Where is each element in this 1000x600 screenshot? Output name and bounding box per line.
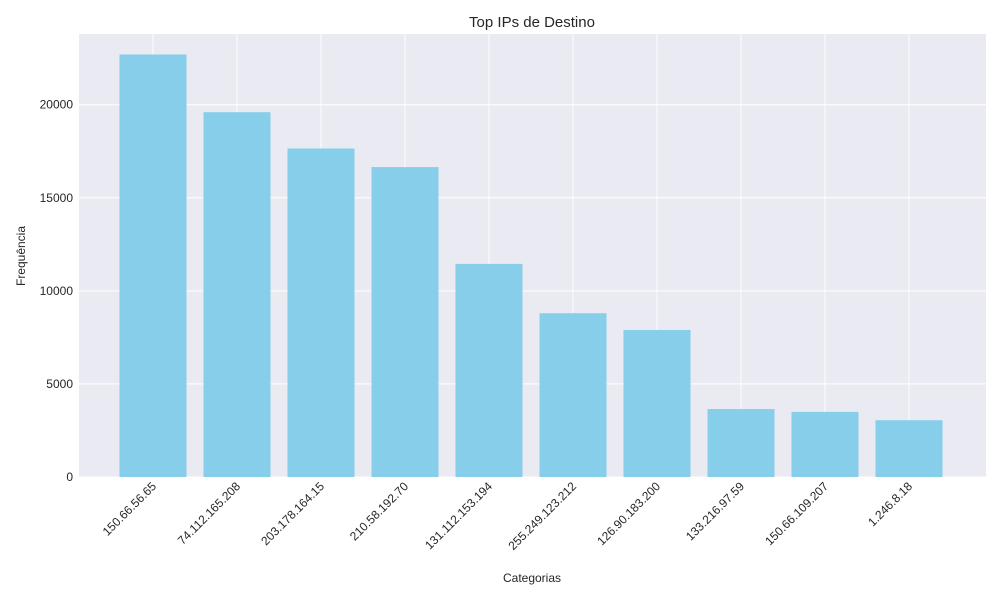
bar (119, 54, 187, 477)
y-tick-label: 20000 (40, 98, 74, 112)
bar (539, 313, 607, 477)
x-tick-label: 133.216.97.59 (683, 479, 747, 543)
y-tick-label: 15000 (40, 191, 74, 205)
bar (371, 167, 439, 478)
bar (287, 148, 355, 477)
bar (203, 112, 271, 478)
y-tick-label: 0 (66, 470, 73, 484)
x-tick-labels: 150.66.56.65 74.112.165.208 203.178.164.15… (100, 479, 916, 553)
bar (707, 409, 775, 477)
x-axis-label: Categorias (503, 571, 561, 585)
x-tick-label: 210.58.192.70 (347, 479, 411, 543)
x-tick-label: 203.178.164.15 (258, 479, 327, 548)
y-tick-label: 10000 (40, 284, 74, 298)
x-tick-label: 126.90.183.200 (594, 479, 663, 548)
chart-title: Top IPs de Destino (469, 14, 595, 31)
bar (791, 411, 859, 477)
x-tick-label: 255.249.123.212 (506, 479, 580, 553)
bar (623, 329, 691, 477)
bar (455, 263, 523, 477)
bar (875, 420, 943, 477)
x-tick-label: 150.66.56.65 (100, 479, 160, 539)
x-tick-label: 74.112.165.208 (175, 479, 243, 547)
y-tick-label: 5000 (46, 377, 73, 391)
x-tick-label: 1.246.8.18 (865, 479, 915, 529)
x-tick-label: 150.66.109.207 (762, 479, 831, 548)
bars (119, 54, 943, 478)
y-axis-label: Frequência (14, 226, 28, 286)
y-tick-labels: 0 5000 10000 15000 20000 (40, 98, 74, 484)
x-tick-label: 131.112.153.194 (422, 479, 495, 552)
